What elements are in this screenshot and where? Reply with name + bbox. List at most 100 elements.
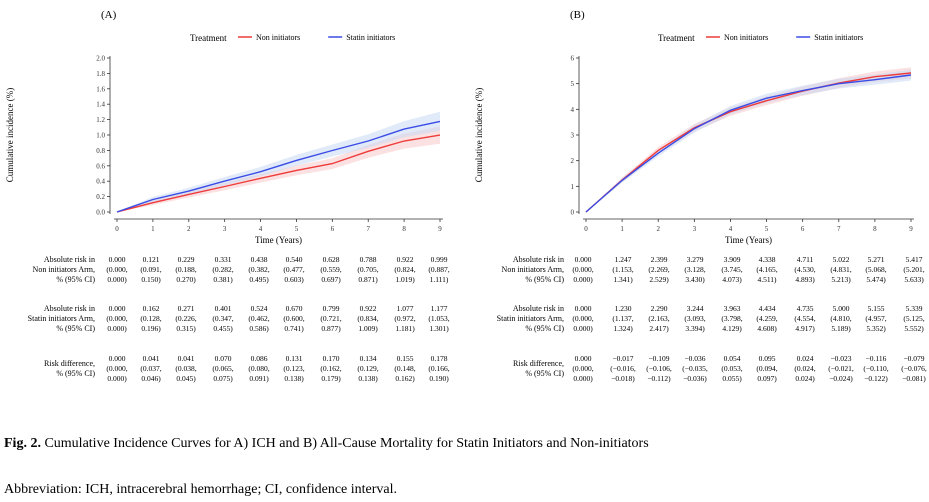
cell-lower: (4.957, [865,314,886,323]
cell-lower: (0.000, [572,364,593,373]
cell-value: 0.155 [397,354,414,363]
cell-lower: (0.080, [248,364,269,373]
y-axis: 0.0 0.2 0.4 0.6 0.8 1.0 1.2 1.4 1.6 1.8 2.0 Cumulat… [5,55,111,217]
cell-lower: (0.129, [357,364,378,373]
row-label-line: Absolute risk in [44,304,95,313]
cell-upper: 4.917) [795,324,815,333]
cell-value: 5.022 [833,255,850,264]
cell-upper: 0.586) [249,324,269,333]
cell-lower: (2.269, [648,265,669,274]
cell-lower: (4.831, [830,265,851,274]
x-tick-label: 7 [366,225,370,233]
cell-lower: (5.125, [903,314,924,323]
cell-value: 2.399 [651,255,668,264]
cell-upper: 4.893) [795,275,815,284]
cell-upper: 0.190) [429,374,449,383]
cell-value: 4.735 [797,304,814,313]
x-tick-label: 8 [873,225,877,233]
cell-upper: −0.081) [902,374,926,383]
cell-lower: (3.798, [721,314,742,323]
cell-lower: (0.148, [394,364,415,373]
cell-lower: (4.259, [756,314,777,323]
cell-lower: (1.137, [612,314,633,323]
cell-lower: (0.091, [140,265,161,274]
legend-entry-0: Non initiators [724,33,768,42]
cell-upper: 5.633) [904,275,924,284]
cell-upper: −0.122) [864,374,888,383]
cell-value: 0.271 [178,304,195,313]
series-line-non-initiators [116,134,441,213]
cell-lower: (0.166, [428,364,449,373]
cell-value: 4.711 [797,255,814,264]
abbreviation-note: Abbreviation: ICH, intracerebral hemorrh… [4,482,398,497]
cell-value: 0.041 [143,354,160,363]
legend-entry-1: Statin initiators [346,33,395,42]
cell-lower: (5.068, [865,265,886,274]
cell-lower: (0.000, [572,265,593,274]
cell-upper: 0.381) [213,275,233,284]
cell-upper: 0.055) [722,374,742,383]
cell-value: 0.134 [360,354,377,363]
cell-value: 0.070 [215,354,232,363]
y-tick-label: 5 [571,80,575,88]
cell-lower: (1.153, [612,265,633,274]
cell-lower: (−0.016, [610,364,636,373]
y-tick-label: 1 [571,183,575,191]
cell-lower: (0.600, [283,314,304,323]
cell-value: −0.109 [648,354,669,363]
y-axis-label: Cumulative incidence (%) [474,88,484,182]
cell-upper: 0.138) [358,374,378,383]
cell-upper: 0.495) [249,275,269,284]
x-tick-label: 3 [223,225,227,233]
caption-label: Fig. 2. [4,436,41,451]
cell-lower: (0.282, [212,265,233,274]
cell-lower: (0.347, [212,314,233,323]
row-label-line: % (95% CI) [525,369,564,378]
cell-upper: 1.181) [395,324,415,333]
cell-lower: (2.163, [648,314,669,323]
cell-lower: (0.037, [140,364,161,373]
cell-value: 0.000 [109,354,126,363]
cell-lower: (0.053, [721,364,742,373]
cell-upper: 0.000) [107,275,127,284]
ci-band-statin-initiators [586,69,911,212]
y-tick-label: 0.8 [96,147,105,155]
cell-lower: (5.201, [903,265,924,274]
cell-value: 0.401 [215,304,232,313]
y-tick-label: 6 [571,55,575,63]
cell-upper: 0.075) [213,374,233,383]
cell-value: 0.041 [178,354,195,363]
cell-lower: (0.705, [357,265,378,274]
cell-upper: 0.000) [573,374,593,383]
cell-lower: (0.162, [320,364,341,373]
cell-upper: 1.324) [613,324,633,333]
cell-lower: (0.559, [320,265,341,274]
cell-value: 0.999 [431,255,448,264]
x-tick-label: 1 [151,225,155,233]
x-tick-label: 0 [584,225,588,233]
cell-upper: 4.511) [757,275,777,284]
cell-upper: 5.474) [866,275,886,284]
row-label-line: Absolute risk in [513,255,564,264]
y-tick-label: 0.4 [96,178,105,186]
cell-upper: 0.000) [573,275,593,284]
y-tick-label: 2 [571,157,575,165]
cell-value: 0.628 [323,255,340,264]
cell-lower: (0.477, [283,265,304,274]
cell-value: 0.000 [575,304,592,313]
x-tick-label: 5 [295,225,299,233]
cell-value: 3.963 [724,304,741,313]
cell-lower: (0.188, [175,265,196,274]
row-label-line: % (95% CI) [525,324,564,333]
cell-upper: 0.697) [321,275,341,284]
x-tick-label: 4 [259,225,263,233]
cell-upper: 1.111) [430,275,449,284]
chart-panel-b: (B) Treatment Non initiators Statin initiat… [474,9,927,383]
x-tick-label: 7 [837,225,841,233]
chart-panel-a: (A) Treatment Non initiators Statin initiat… [5,9,450,383]
cell-upper: 1.341) [613,275,633,284]
row-label-line: Risk difference, [513,359,564,368]
cell-lower: (−0.106, [646,364,672,373]
